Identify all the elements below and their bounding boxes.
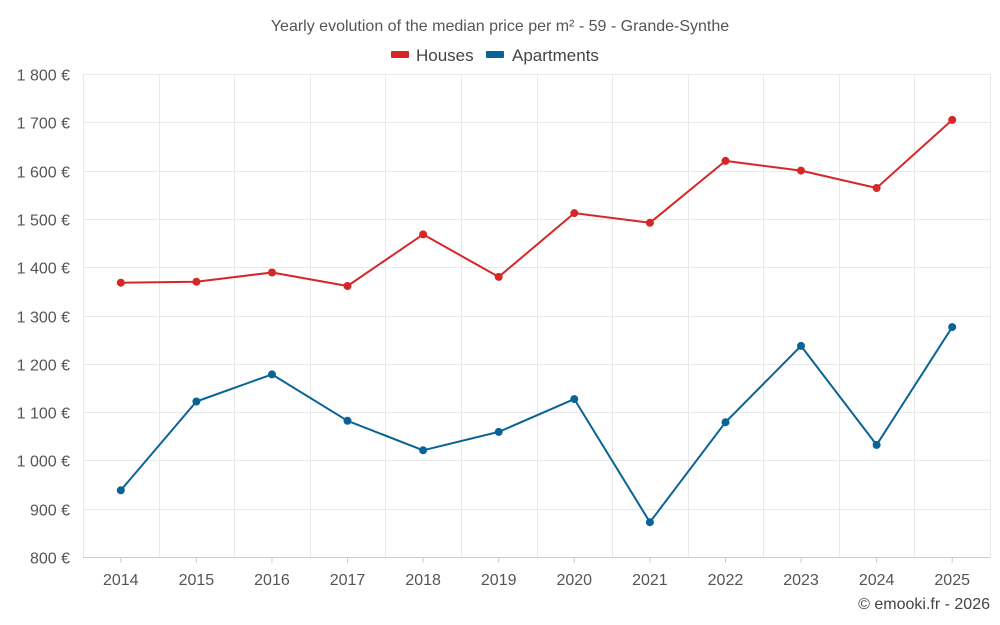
x-tick-label: 2016: [254, 572, 290, 589]
data-point-houses[interactable]: [268, 268, 276, 277]
data-point-apartments[interactable]: [570, 395, 579, 404]
y-tick-label: 1 200 €: [17, 358, 70, 375]
y-tick-label: 1 400 €: [17, 261, 70, 278]
axes: 800 € 900 € 1 000 € 1 100 € 1 200 € 1 300 € 1 …: [17, 68, 990, 589]
x-tick-label: 2019: [481, 572, 517, 589]
x-tick-label: 2018: [405, 572, 441, 589]
series: [116, 115, 957, 527]
data-point-houses[interactable]: [343, 282, 352, 290]
x-tick-label: 2024: [859, 572, 895, 589]
x-tick-label: 2021: [632, 572, 668, 589]
data-point-houses[interactable]: [494, 272, 503, 281]
y-tick-label: 1 500 €: [17, 213, 70, 230]
data-point-houses[interactable]: [419, 230, 428, 239]
data-point-apartments[interactable]: [948, 323, 957, 332]
data-point-apartments[interactable]: [721, 418, 730, 427]
data-point-apartments[interactable]: [192, 397, 201, 406]
credit-text: © emooki.fr - 2026: [858, 596, 990, 613]
data-point-apartments[interactable]: [343, 416, 352, 425]
legend-label-houses: Houses: [416, 46, 474, 65]
y-tick-label: 1 000 €: [17, 454, 70, 471]
data-point-houses[interactable]: [872, 184, 881, 192]
data-point-apartments[interactable]: [494, 427, 503, 436]
data-point-houses[interactable]: [645, 218, 654, 227]
data-point-apartments[interactable]: [797, 341, 805, 350]
x-tick-label: 2015: [179, 572, 215, 589]
data-point-houses[interactable]: [570, 209, 579, 218]
y-tick-label: 1 800 €: [17, 68, 70, 85]
data-point-houses[interactable]: [721, 156, 730, 165]
legend-item-apartments[interactable]: Apartments: [486, 46, 599, 65]
data-point-apartments[interactable]: [419, 446, 428, 455]
data-point-apartments[interactable]: [116, 486, 125, 495]
y-tick-label: 1 100 €: [17, 406, 70, 423]
x-tick-label: 2022: [708, 572, 744, 589]
y-tick-label: 900 €: [30, 503, 70, 520]
data-point-apartments[interactable]: [872, 440, 881, 449]
legend-swatch-apartments: [486, 51, 504, 58]
data-point-apartments[interactable]: [645, 518, 654, 527]
legend-swatch-houses: [391, 51, 409, 58]
data-point-houses[interactable]: [192, 277, 201, 286]
y-tick-label: 1 300 €: [17, 310, 70, 327]
legend: Houses Apartments: [391, 46, 599, 65]
x-tick-label: 2017: [330, 572, 366, 589]
x-tick-label: 2023: [783, 572, 819, 589]
series-line-apartments: [120, 326, 954, 524]
x-tick-label: 2020: [556, 572, 592, 589]
legend-item-houses[interactable]: Houses: [391, 46, 474, 65]
legend-label-apartments: Apartments: [512, 46, 599, 65]
x-tick-label: 2025: [934, 572, 970, 589]
data-point-houses[interactable]: [948, 115, 957, 124]
x-tick-label: 2014: [103, 572, 139, 589]
data-point-houses[interactable]: [116, 278, 125, 287]
data-point-apartments[interactable]: [268, 370, 276, 379]
data-point-houses[interactable]: [797, 166, 805, 175]
series-line-houses: [120, 119, 953, 287]
y-tick-label: 1 700 €: [17, 116, 70, 133]
y-tick-label: 1 600 €: [17, 165, 70, 182]
y-tick-label: 800 €: [30, 551, 70, 568]
chart-title: Yearly evolution of the median price per…: [271, 18, 729, 35]
grid: [83, 74, 991, 557]
